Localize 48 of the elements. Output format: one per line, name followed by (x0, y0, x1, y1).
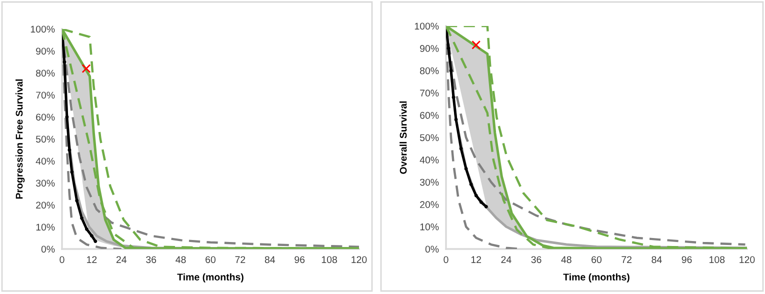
x-tick-label: 108 (710, 256, 725, 264)
y-tick-label: 40% (36, 158, 55, 165)
y-tick-label: 0% (41, 246, 55, 253)
x-tick-label: 12 (87, 256, 97, 263)
x-tick-label: 24 (116, 256, 127, 263)
y-tick-label: 20% (420, 201, 439, 208)
x-tick-label: 108 (322, 256, 337, 264)
y-tick-label: 50% (36, 136, 55, 143)
y-tick-label: 70% (420, 90, 439, 97)
x-tick-label: 60 (206, 256, 216, 264)
y-tick-label: 50% (420, 134, 439, 142)
x-axis-title: Time (months) (177, 273, 244, 282)
x-tick-label: 72 (235, 256, 246, 263)
y-axis-title: Progression Free Survival (16, 79, 25, 199)
x-tick-label: 36 (531, 256, 542, 264)
y-tick-label: 10% (36, 224, 55, 231)
y-tick-label: 100% (414, 22, 439, 30)
y-tick-label: 80% (36, 70, 55, 77)
x-tick-label: 120 (352, 256, 367, 264)
x-tick-label: 96 (294, 256, 305, 264)
y-tick-label: 70% (36, 92, 55, 99)
x-tick-label: 48 (176, 256, 186, 264)
y-tick-label: 80% (420, 67, 439, 74)
y-tick-label: 60% (36, 114, 55, 121)
y-tick-label: 30% (420, 178, 439, 186)
x-tick-label: 0 (60, 256, 64, 264)
y-axis-title: Overall Survival (400, 101, 407, 174)
y-tick-label: 40% (420, 156, 439, 164)
x-axis-title: Time (months) (563, 273, 630, 282)
x-tick-label: 12 (471, 256, 482, 263)
y-tick-label: 100% (30, 26, 55, 33)
y-tick-label: 0% (425, 246, 439, 253)
x-tick-label: 24 (501, 256, 512, 263)
y-tick-label: 20% (36, 202, 55, 209)
y-tick-label: 90% (420, 45, 439, 52)
y-tick-label: 60% (420, 112, 439, 119)
x-tick-label: 96 (682, 256, 692, 264)
x-tick-label: 48 (561, 256, 572, 264)
x-tick-label: 72 (622, 256, 632, 263)
y-tick-label: 90% (36, 48, 55, 55)
x-tick-label: 84 (652, 256, 662, 264)
y-tick-label: 10% (420, 223, 439, 230)
x-tick-label: 120 (740, 256, 755, 264)
y-tick-label: 30% (36, 180, 55, 187)
x-tick-label: 84 (264, 256, 276, 264)
x-tick-label: 36 (146, 256, 156, 264)
x-tick-label: 0 (444, 256, 448, 264)
x-tick-label: 60 (592, 256, 602, 264)
